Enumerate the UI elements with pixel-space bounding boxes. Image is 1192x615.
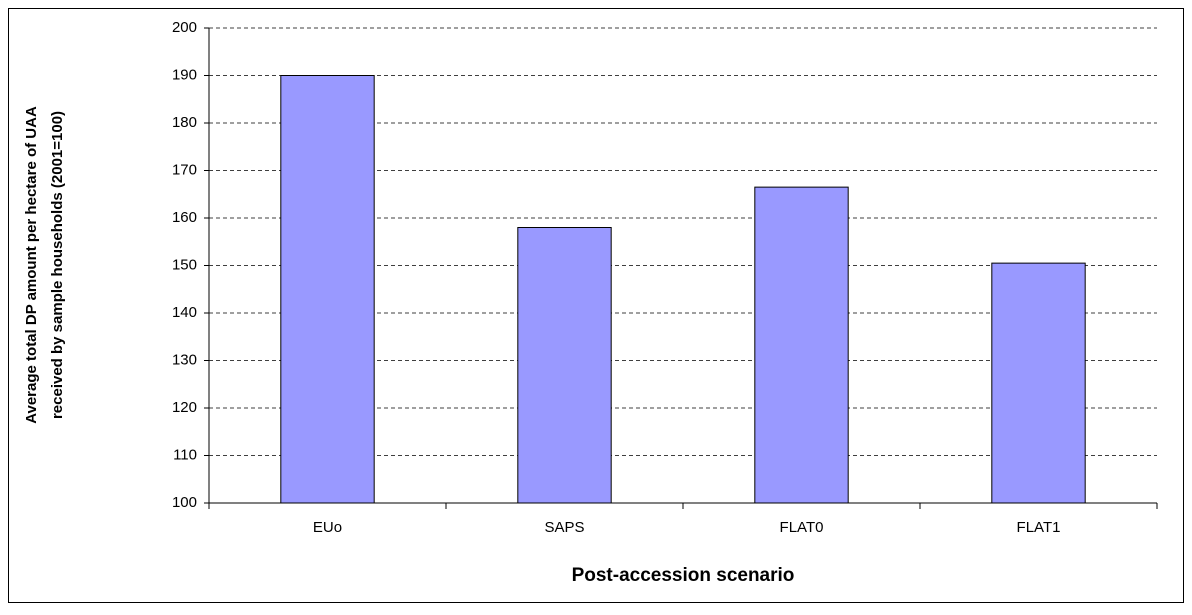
y-axis-title-line: Average total DP amount per hectare of U… (23, 106, 40, 424)
bar (991, 262, 1086, 504)
x-tick-label: EUo (313, 519, 342, 536)
x-axis-title: Post-accession scenario (572, 565, 795, 586)
x-tick-label: FLAT1 (1017, 519, 1061, 536)
bar (280, 75, 375, 504)
y-tick-label: 200 (172, 19, 197, 36)
y-tick-label: 160 (172, 209, 197, 226)
x-tick-label: SAPS (544, 519, 584, 536)
y-axis-title-line: received by sample households (2001=100) (49, 111, 66, 419)
y-tick-label: 130 (172, 351, 197, 368)
y-tick-label: 100 (172, 494, 197, 511)
y-tick-label: 140 (172, 304, 197, 321)
y-tick-label: 150 (172, 256, 197, 273)
x-tick-label: FLAT0 (780, 519, 824, 536)
y-tick-label: 190 (172, 66, 197, 83)
y-tick-label: 170 (172, 161, 197, 178)
y-tick-label: 180 (172, 114, 197, 131)
bar (754, 186, 849, 504)
bar (517, 227, 612, 504)
y-tick-label: 110 (173, 446, 197, 463)
y-axis-title: Average total DP amount per hectare of U… (23, 106, 66, 424)
y-tick-label: 120 (172, 399, 197, 416)
